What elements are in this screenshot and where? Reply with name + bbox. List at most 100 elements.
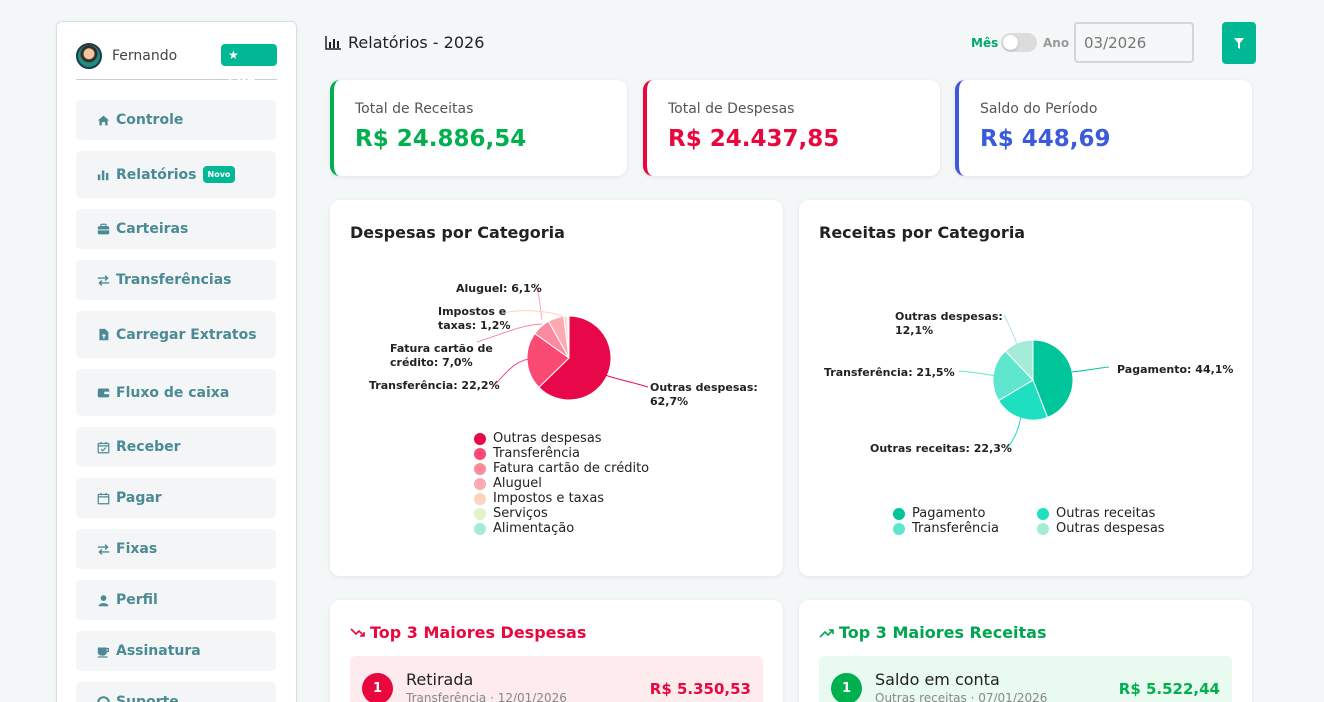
legend-item: Aluguel xyxy=(474,476,542,491)
sidebar-item-suporte[interactable]: Suporte xyxy=(76,682,276,702)
pie-label: Fatura cartão de crédito: 7,0% xyxy=(390,342,493,369)
home-icon xyxy=(96,114,110,126)
legend-dot xyxy=(474,432,486,445)
toggle-label-year: Ano xyxy=(1043,36,1070,50)
leader-line xyxy=(1006,414,1022,449)
filter-icon xyxy=(1234,37,1244,49)
kpi-label: Saldo do Período xyxy=(980,101,1098,117)
star-icon: ★ xyxy=(228,48,239,62)
user-icon xyxy=(96,594,110,606)
kpi-value: R$ 24.886,54 xyxy=(355,126,527,152)
sidebar-item-carteiras[interactable]: Carteiras xyxy=(76,209,276,249)
card-title: Top 3 Maiores Receitas xyxy=(819,623,1047,642)
kpi-value: R$ 24.437,85 xyxy=(668,126,840,152)
sidebar-item-relatorios[interactable]: Relatórios Novo xyxy=(76,151,276,198)
pie-label: Aluguel: 6,1% xyxy=(456,282,542,295)
avatar[interactable] xyxy=(76,43,102,69)
row-subtitle: Outras receitas · 07/01/2026 xyxy=(875,691,1048,702)
sidebar: Fernando ★ PRO Controle Relatórios Novo … xyxy=(56,21,297,702)
legend-dot xyxy=(474,447,486,460)
sidebar-item-controle[interactable]: Controle xyxy=(76,100,276,140)
top-income-card: Top 3 Maiores Receitas 1 Saldo em conta … xyxy=(799,600,1252,702)
rank-badge: 1 xyxy=(362,673,393,702)
legend-item: Transferência xyxy=(474,446,580,461)
sidebar-item-pagar[interactable]: Pagar xyxy=(76,478,276,518)
toggle-knob xyxy=(1003,35,1018,50)
rank-badge: 1 xyxy=(831,673,862,702)
legend-dot xyxy=(474,507,486,520)
bar-chart-icon xyxy=(325,35,341,50)
sidebar-item-perfil[interactable]: Perfil xyxy=(76,580,276,620)
legend-dot xyxy=(1037,507,1049,520)
kpi-saldo-periodo: Saldo do Período R$ 448,69 xyxy=(955,80,1252,176)
new-badge: Novo xyxy=(202,166,236,183)
profile-header: Fernando ★ PRO xyxy=(76,43,277,84)
legend-item: Transferência xyxy=(893,521,999,536)
pie-slice-outras-despesas[interactable] xyxy=(538,315,612,401)
legend-item: Outras despesas xyxy=(474,431,602,446)
sidebar-item-assinatura[interactable]: Assinatura xyxy=(76,631,276,671)
sidebar-item-carregar-extratos[interactable]: Carregar Extratos xyxy=(76,311,276,358)
sidebar-item-fluxo-de-caixa[interactable]: Fluxo de caixa xyxy=(76,369,276,416)
pie-slice-transfer-ncia[interactable] xyxy=(992,350,1034,402)
calendar-check-icon xyxy=(96,441,110,453)
kpi-total-receitas: Total de Receitas R$ 24.886,54 xyxy=(330,80,627,176)
top-expense-row[interactable]: 1 Retirada Transferência · 12/01/2026 R$… xyxy=(350,656,763,702)
user-name: Fernando xyxy=(112,48,178,64)
legend-dot xyxy=(893,522,905,535)
month-year-toggle[interactable] xyxy=(1001,33,1037,52)
wallet-icon xyxy=(96,387,110,399)
card-title: Despesas por Categoria xyxy=(350,223,565,242)
leader-line xyxy=(502,310,564,318)
legend-item: Outras despesas xyxy=(1037,521,1165,536)
filter-button[interactable] xyxy=(1222,22,1256,64)
income-chart-card: Receitas por Categoria Outras despesas: … xyxy=(799,200,1252,576)
pie-slice-pagamento[interactable] xyxy=(1032,339,1074,418)
pie-slice-transfer-ncia[interactable] xyxy=(526,332,570,389)
page-title: Relatórios - 2026 xyxy=(325,33,484,52)
pie-label: Outras despesas: 12,1% xyxy=(895,310,1003,337)
legend-item: Impostos e taxas xyxy=(474,491,604,506)
sidebar-item-receber[interactable]: Receber xyxy=(76,427,276,467)
expenses-pie-chart xyxy=(476,282,649,401)
trend-down-icon xyxy=(350,627,365,637)
row-subtitle: Transferência · 12/01/2026 xyxy=(406,691,567,702)
pie-slice-alimenta-o[interactable] xyxy=(567,315,570,359)
leader-line xyxy=(1071,366,1110,373)
legend-item: Fatura cartão de crédito xyxy=(474,461,649,476)
pie-slice-outras-despesas[interactable] xyxy=(1004,339,1034,382)
leader-line xyxy=(604,374,649,388)
pie-slice-outras-receitas[interactable] xyxy=(998,379,1049,421)
kpi-total-despesas: Total de Despesas R$ 24.437,85 xyxy=(643,80,940,176)
legend-dot xyxy=(474,492,486,505)
pie-label: Outras receitas: 22,3% xyxy=(870,442,1012,455)
legend-dot xyxy=(474,477,486,490)
kpi-value: R$ 448,69 xyxy=(980,126,1111,152)
legend-item: Outras receitas xyxy=(1037,506,1155,521)
legend-dot xyxy=(474,462,486,475)
period-input[interactable] xyxy=(1074,22,1194,63)
leader-line xyxy=(958,370,998,377)
leader-line xyxy=(476,323,543,343)
card-title: Top 3 Maiores Despesas xyxy=(350,623,586,642)
legend-item: Serviços xyxy=(474,506,548,521)
pro-badge: ★ PRO xyxy=(221,44,277,84)
legend-dot xyxy=(893,507,905,520)
toggle-label-month: Mês xyxy=(971,36,999,50)
exchange-icon xyxy=(96,274,110,286)
bar-chart-icon xyxy=(96,169,110,181)
kpi-label: Total de Despesas xyxy=(668,101,795,117)
sidebar-item-transferencias[interactable]: Transferências xyxy=(76,260,276,300)
kpi-label: Total de Receitas xyxy=(355,101,474,117)
pie-label: Transferência: 22,2% xyxy=(369,379,500,392)
exchange-icon xyxy=(96,543,110,555)
briefcase-icon xyxy=(96,223,110,235)
card-title: Receitas por Categoria xyxy=(819,223,1026,242)
sidebar-item-fixas[interactable]: Fixas xyxy=(76,529,276,569)
expenses-chart-card: Despesas por Categoria Aluguel: 6,1% Imp… xyxy=(330,200,783,576)
pie-label: Impostos e taxas: 1,2% xyxy=(438,305,511,332)
top-income-row[interactable]: 1 Saldo em conta Outras receitas · 07/01… xyxy=(819,656,1232,702)
trend-up-icon xyxy=(819,628,834,638)
pie-label: Transferência: 21,5% xyxy=(824,366,955,379)
mug-icon xyxy=(96,645,110,658)
